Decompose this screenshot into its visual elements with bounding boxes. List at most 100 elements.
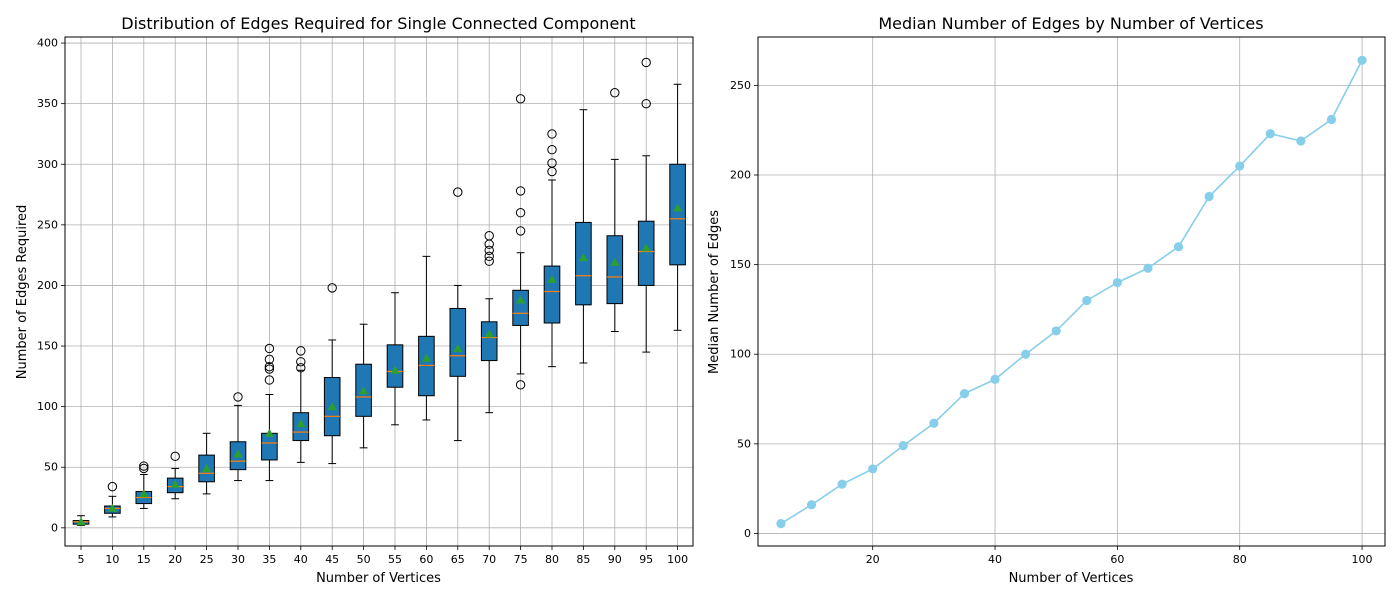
- data-point-80: [1235, 161, 1245, 171]
- chart1-box-5: [72, 515, 90, 526]
- chart1-x-tick-label: 80: [545, 553, 559, 566]
- chart2-x-tick-label: 40: [988, 553, 1002, 566]
- chart2-ticks: 20 40 60 80 100 0 50 100 150 200 250: [730, 79, 1373, 566]
- chart2-y-tick-label: 0: [744, 527, 751, 540]
- chart2-x-tick-label: 20: [866, 553, 880, 566]
- outlier-point: [484, 245, 494, 255]
- chart2-series: [776, 55, 1367, 529]
- box-iqr: [449, 307, 467, 377]
- mean-marker: [76, 517, 86, 526]
- outlier-point: [264, 343, 275, 354]
- chart1-box-40: [292, 346, 310, 463]
- chart2-y-tick-label: 100: [730, 348, 751, 361]
- chart2-grid: [758, 37, 1385, 546]
- outlier-point: [264, 364, 275, 374]
- chart1-box-90: [606, 88, 624, 332]
- outlier-point: [139, 463, 149, 474]
- outlier-point: [264, 354, 275, 365]
- chart1-x-tick-label: 45: [325, 553, 339, 566]
- outlier-point: [641, 98, 651, 109]
- chart1-x-tick-label: 85: [576, 553, 590, 566]
- mean-marker: [547, 274, 557, 283]
- chart1-x-tick-label: 55: [388, 553, 402, 566]
- chart1-y-tick-label: 50: [44, 461, 58, 474]
- chart1-box-15: [135, 461, 153, 509]
- data-point-30: [929, 418, 939, 428]
- box-iqr: [637, 220, 655, 286]
- data-point-65: [1143, 263, 1153, 273]
- chart2-y-tick-label: 150: [730, 258, 751, 271]
- data-point-100: [1357, 55, 1367, 65]
- chart1-box-95: [637, 57, 655, 353]
- outlier-point: [610, 88, 620, 98]
- chart1-x-tick-label: 65: [451, 553, 465, 566]
- outlier-point: [515, 94, 526, 104]
- mean-marker: [421, 353, 431, 362]
- chart1-x-tick-label: 20: [168, 553, 182, 566]
- chart1-box-70: [480, 231, 498, 414]
- chart1-x-tick-label: 90: [608, 553, 622, 566]
- chart1-x-tick-label: 15: [137, 553, 151, 566]
- chart1-title: Distribution of Edges Required for Singl…: [121, 14, 635, 33]
- chart1-x-tick-label: 5: [78, 553, 85, 566]
- data-point-50: [1051, 326, 1061, 336]
- box-iqr: [606, 235, 624, 305]
- data-point-35: [959, 389, 970, 399]
- median-line-series: [780, 59, 1363, 525]
- data-point-45: [1021, 349, 1031, 359]
- data-point-55: [1082, 295, 1092, 306]
- chart2-x-tick-label: 60: [1110, 553, 1124, 566]
- chart1-y-axis-label: Number of Edges Required: [15, 205, 30, 380]
- chart1-box-65: [449, 187, 467, 442]
- data-point-90: [1296, 136, 1306, 146]
- chart1-box-25: [198, 432, 215, 495]
- chart1-box-80: [543, 129, 561, 368]
- chart1-y-tick-label: 200: [37, 279, 58, 292]
- outlier-point: [515, 208, 526, 218]
- outlier-point: [139, 461, 149, 471]
- data-point-70: [1173, 242, 1184, 252]
- outlier-point: [515, 380, 526, 390]
- outlier-point: [484, 256, 494, 266]
- mean-marker: [516, 295, 526, 304]
- chart2-x-axis-label: Number of Vertices: [1009, 571, 1134, 586]
- chart1-plot-frame: [64, 36, 694, 547]
- mean-marker: [578, 253, 588, 262]
- outlier-point: [484, 251, 494, 262]
- chart1-grid: [65, 37, 693, 546]
- box-iqr: [669, 163, 686, 266]
- mean-marker: [641, 243, 651, 252]
- boxplot-chart: Distribution of Edges Required for Singl…: [15, 14, 694, 586]
- chart1-x-tick-label: 35: [262, 553, 276, 566]
- mean-marker: [673, 203, 683, 212]
- chart1-box-35: [261, 343, 278, 482]
- data-point-5: [776, 518, 786, 529]
- outlier-point: [484, 231, 494, 241]
- outlier-point: [264, 375, 275, 385]
- mean-marker: [170, 479, 180, 488]
- data-point-85: [1265, 129, 1275, 139]
- chart1-box-60: [418, 255, 435, 421]
- outlier-point: [264, 361, 275, 372]
- chart1-x-tick-label: 25: [200, 553, 214, 566]
- chart1-x-axis-label: Number of Vertices: [316, 571, 441, 586]
- outlier-point: [547, 145, 557, 155]
- line-chart: Median Number of Edges by Number of Vert…: [707, 14, 1386, 586]
- outlier-point: [515, 186, 526, 196]
- chart1-box-100: [669, 83, 686, 331]
- mean-marker: [107, 503, 117, 512]
- mean-marker: [233, 449, 243, 458]
- outlier-point: [327, 283, 337, 293]
- chart1-box-10: [104, 481, 121, 518]
- chart1-y-tick-label: 350: [37, 97, 58, 110]
- chart1-x-tick-label: 50: [357, 553, 371, 566]
- mean-marker: [610, 257, 620, 266]
- chart2-y-axis-label: Median Number of Edges: [707, 210, 722, 374]
- mean-marker: [453, 343, 463, 352]
- box-iqr: [512, 289, 529, 326]
- chart1-x-tick-label: 10: [105, 553, 119, 566]
- chart1-y-tick-label: 300: [37, 158, 58, 171]
- chart1-box-45: [323, 283, 341, 465]
- chart1-x-tick-label: 70: [482, 553, 496, 566]
